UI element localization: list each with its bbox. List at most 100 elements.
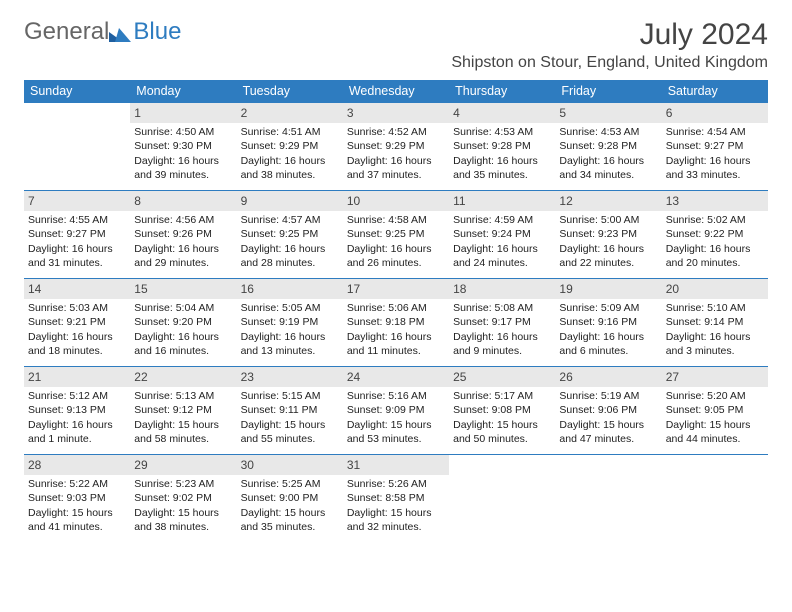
daylight2-text: and 38 minutes. [134, 520, 232, 534]
daylight2-text: and 29 minutes. [134, 256, 232, 270]
sunrise-text: Sunrise: 5:23 AM [134, 477, 232, 491]
daylight1-text: Daylight: 16 hours [241, 330, 339, 344]
sunset-text: Sunset: 9:18 PM [347, 315, 445, 329]
sunrise-text: Sunrise: 4:56 AM [134, 213, 232, 227]
daylight2-text: and 47 minutes. [559, 432, 657, 446]
day-number: 29 [130, 455, 236, 475]
sunset-text: Sunset: 9:09 PM [347, 403, 445, 417]
daylight1-text: Daylight: 16 hours [347, 330, 445, 344]
sunrise-text: Sunrise: 5:22 AM [28, 477, 126, 491]
calendar-week-row: 14Sunrise: 5:03 AMSunset: 9:21 PMDayligh… [24, 279, 768, 367]
calendar-day-cell: 23Sunrise: 5:15 AMSunset: 9:11 PMDayligh… [237, 367, 343, 455]
daylight2-text: and 33 minutes. [666, 168, 764, 182]
sunset-text: Sunset: 9:12 PM [134, 403, 232, 417]
daylight2-text: and 35 minutes. [241, 520, 339, 534]
daylight1-text: Daylight: 16 hours [453, 154, 551, 168]
day-number: 4 [449, 103, 555, 123]
sunset-text: Sunset: 9:27 PM [28, 227, 126, 241]
day-number: 31 [343, 455, 449, 475]
daylight1-text: Daylight: 15 hours [241, 506, 339, 520]
day-number: 17 [343, 279, 449, 299]
daylight1-text: Daylight: 15 hours [134, 418, 232, 432]
weekday-header: Wednesday [343, 80, 449, 103]
weekday-header: Monday [130, 80, 236, 103]
calendar-day-cell: 17Sunrise: 5:06 AMSunset: 9:18 PMDayligh… [343, 279, 449, 367]
calendar-day-cell: 13 Sunrise: 5:02 AMSunset: 9:22 PMDayligh… [662, 191, 768, 279]
day-number: 1 [130, 103, 236, 123]
day-number: 18 [449, 279, 555, 299]
sunrise-text: Sunrise: 5:16 AM [347, 389, 445, 403]
logo-text-blue: Blue [133, 18, 181, 46]
sunrise-text: Sunrise: 5:19 AM [559, 389, 657, 403]
sunset-text: Sunset: 9:02 PM [134, 491, 232, 505]
day-number: 8 [130, 191, 236, 211]
daylight1-text: Daylight: 16 hours [559, 242, 657, 256]
sunset-text: Sunset: 9:19 PM [241, 315, 339, 329]
daylight2-text: and 22 minutes. [559, 256, 657, 270]
daylight1-text: Daylight: 16 hours [666, 242, 764, 256]
daylight2-text: and 58 minutes. [134, 432, 232, 446]
sunset-text: Sunset: 8:58 PM [347, 491, 445, 505]
day-number: 3 [343, 103, 449, 123]
calendar-day-cell: 12Sunrise: 5:00 AMSunset: 9:23 PMDayligh… [555, 191, 661, 279]
sunset-text: Sunset: 9:29 PM [241, 139, 339, 153]
sunrise-text: Sunrise: 5:13 AM [134, 389, 232, 403]
daylight2-text: and 34 minutes. [559, 168, 657, 182]
sunset-text: Sunset: 9:20 PM [134, 315, 232, 329]
daylight2-text: and 26 minutes. [347, 256, 445, 270]
daylight1-text: Daylight: 16 hours [28, 418, 126, 432]
sunrise-text: Sunrise: 4:55 AM [28, 213, 126, 227]
calendar-day-cell: 6Sunrise: 4:54 AMSunset: 9:27 PMDaylight… [662, 103, 768, 191]
sunrise-text: Sunrise: 5:04 AM [134, 301, 232, 315]
calendar-day-cell: 28Sunrise: 5:22 AMSunset: 9:03 PMDayligh… [24, 455, 130, 543]
daylight2-text: and 41 minutes. [28, 520, 126, 534]
day-number: 12 [555, 191, 661, 211]
daylight2-text: and 18 minutes. [28, 344, 126, 358]
daylight1-text: Daylight: 16 hours [241, 154, 339, 168]
day-number: 10 [343, 191, 449, 211]
sunset-text: Sunset: 9:27 PM [666, 139, 764, 153]
daylight1-text: Daylight: 16 hours [347, 154, 445, 168]
calendar-day-cell: 30Sunrise: 5:25 AMSunset: 9:00 PMDayligh… [237, 455, 343, 543]
daylight2-text: and 37 minutes. [347, 168, 445, 182]
sunset-text: Sunset: 9:13 PM [28, 403, 126, 417]
daylight1-text: Daylight: 15 hours [347, 506, 445, 520]
day-number: 13 [662, 191, 768, 211]
day-number: 21 [24, 367, 130, 387]
day-number: 14 [24, 279, 130, 299]
daylight2-text: and 32 minutes. [347, 520, 445, 534]
daylight1-text: Daylight: 16 hours [134, 330, 232, 344]
daylight2-text: and 31 minutes. [28, 256, 126, 270]
daylight1-text: Daylight: 16 hours [453, 242, 551, 256]
weekday-header: Friday [555, 80, 661, 103]
day-number: 28 [24, 455, 130, 475]
sunrise-text: Sunrise: 5:09 AM [559, 301, 657, 315]
weekday-header: Sunday [24, 80, 130, 103]
daylight1-text: Daylight: 15 hours [559, 418, 657, 432]
sunrise-text: Sunrise: 5:02 AM [666, 213, 764, 227]
calendar-table: SundayMondayTuesdayWednesdayThursdayFrid… [24, 80, 768, 543]
calendar-day-cell: 3Sunrise: 4:52 AMSunset: 9:29 PMDaylight… [343, 103, 449, 191]
calendar-day-cell [555, 455, 661, 543]
sunrise-text: Sunrise: 4:53 AM [453, 125, 551, 139]
day-number: 30 [237, 455, 343, 475]
sunset-text: Sunset: 9:14 PM [666, 315, 764, 329]
daylight1-text: Daylight: 16 hours [347, 242, 445, 256]
sunset-text: Sunset: 9:05 PM [666, 403, 764, 417]
day-number: 26 [555, 367, 661, 387]
daylight1-text: Daylight: 15 hours [241, 418, 339, 432]
day-number: 7 [24, 191, 130, 211]
calendar-day-cell: 18Sunrise: 5:08 AMSunset: 9:17 PMDayligh… [449, 279, 555, 367]
daylight1-text: Daylight: 16 hours [559, 330, 657, 344]
sunset-text: Sunset: 9:22 PM [666, 227, 764, 241]
calendar-day-cell: 14Sunrise: 5:03 AMSunset: 9:21 PMDayligh… [24, 279, 130, 367]
calendar-day-cell: 22Sunrise: 5:13 AMSunset: 9:12 PMDayligh… [130, 367, 236, 455]
day-number: 9 [237, 191, 343, 211]
calendar-day-cell: 25Sunrise: 5:17 AMSunset: 9:08 PMDayligh… [449, 367, 555, 455]
daylight2-text: and 24 minutes. [453, 256, 551, 270]
sunset-text: Sunset: 9:21 PM [28, 315, 126, 329]
sunrise-text: Sunrise: 4:51 AM [241, 125, 339, 139]
daylight2-text: and 53 minutes. [347, 432, 445, 446]
calendar-day-cell: 11Sunrise: 4:59 AMSunset: 9:24 PMDayligh… [449, 191, 555, 279]
daylight2-text: and 3 minutes. [666, 344, 764, 358]
